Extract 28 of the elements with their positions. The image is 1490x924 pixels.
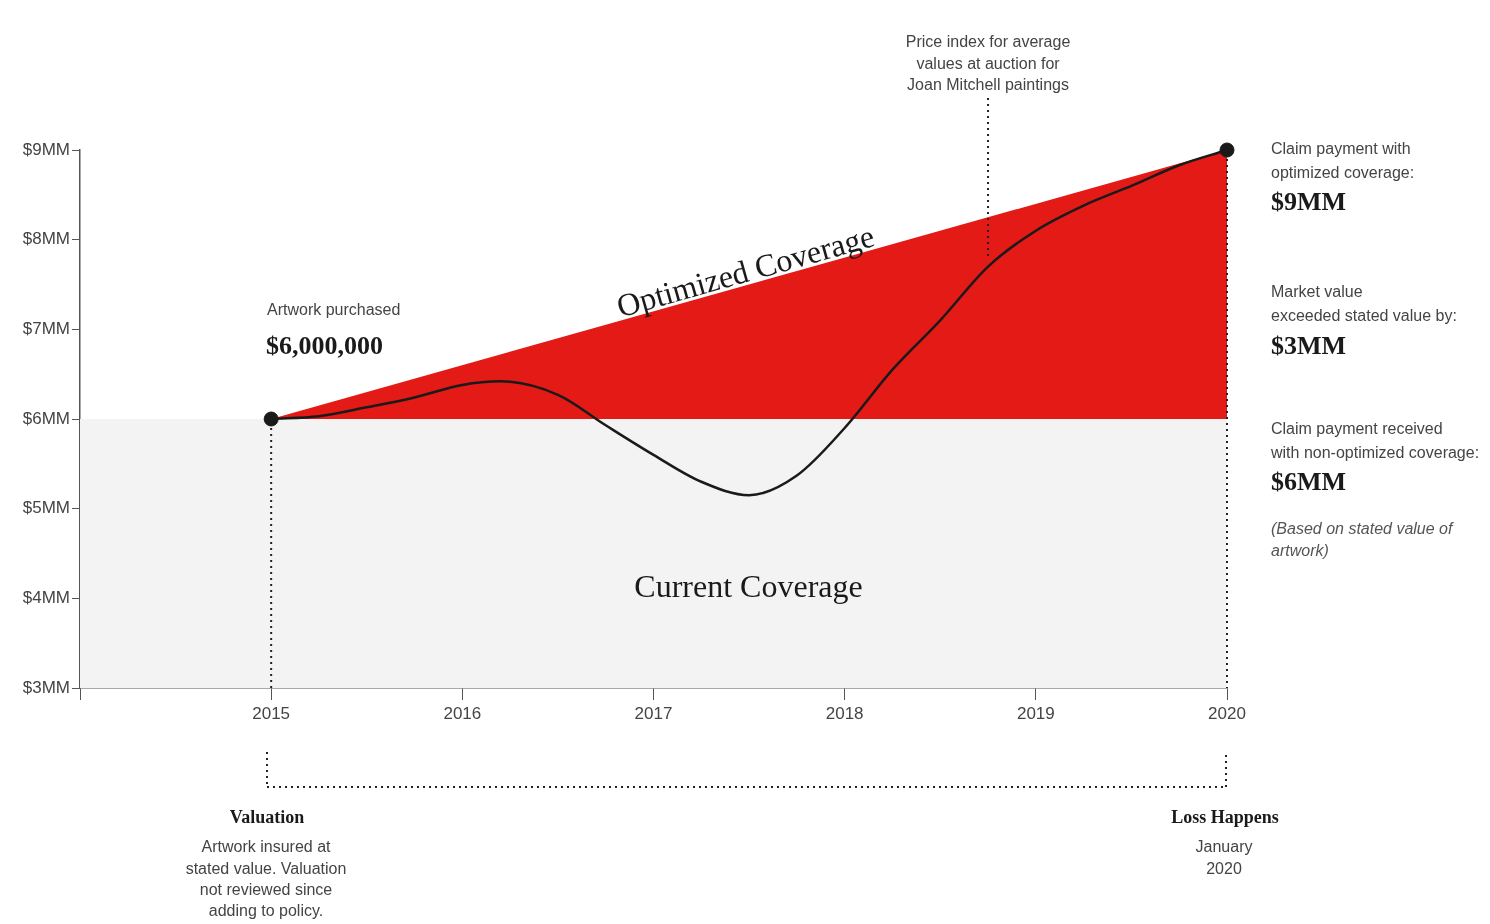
x-tick-label: 2017 [634, 703, 673, 723]
text: Claim payment received with non-optimized coverage: [1270, 420, 1480, 462]
text: Market value exceeded stated value by: [1271, 283, 1457, 325]
text: $6MM [1271, 466, 1347, 496]
text: Loss Happens [1171, 806, 1279, 827]
annotation: Artwork purchased [267, 301, 401, 319]
ref-line-label: Price index for average values at auction for Joan Mitchell paintings [905, 33, 1071, 94]
text: January 2020 [1195, 838, 1253, 877]
y-tick-label: $8MM [22, 229, 70, 249]
y-tick-label: $6MM [22, 408, 70, 428]
y-tick-label: $4MM [22, 588, 70, 608]
x-tick-label: 2020 [1208, 703, 1246, 723]
y-tick-label: $7MM [22, 319, 70, 339]
text: $9MM [1271, 186, 1347, 216]
x-tick-label: 2015 [252, 703, 291, 723]
series-label: Current Coverage [634, 567, 863, 604]
x-tick-label: 2019 [1016, 703, 1055, 723]
text: $3MM [1271, 330, 1347, 360]
y-tick-label: $5MM [22, 498, 70, 518]
x-tick-label: 2018 [825, 703, 864, 723]
text: (Based on stated value of artwork) [1271, 520, 1455, 560]
annotation: $6,000,000 [266, 330, 383, 360]
text: Artwork insured at stated value. Valuation not reviewed since adding to policy. [185, 838, 347, 920]
y-tick-label: $9MM [22, 139, 70, 159]
text: Valuation [229, 806, 305, 827]
text: Claim payment with optimized coverage: [1271, 140, 1415, 182]
y-tick-label: $3MM [22, 677, 70, 697]
x-tick-label: 2016 [443, 703, 482, 723]
